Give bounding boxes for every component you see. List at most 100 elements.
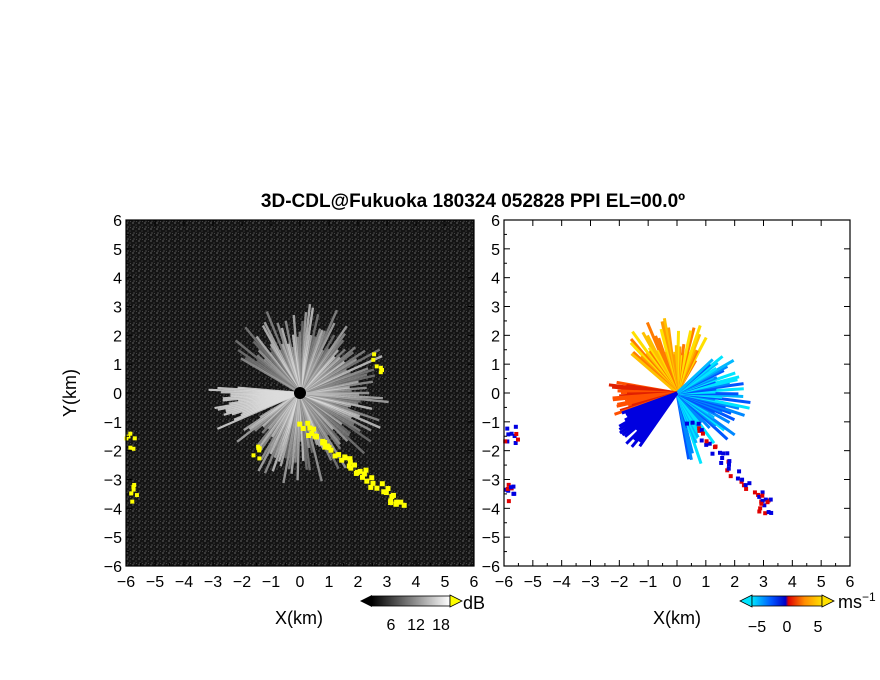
velocity-ray-sw [638, 392, 679, 448]
yellow-echo-cell [328, 447, 334, 453]
velocity-echo-cell [747, 481, 752, 486]
velocity-echo-cell [699, 428, 704, 433]
velocity-ray-cool [675, 358, 714, 395]
left-xlabel: X(km) [275, 608, 323, 628]
colorbar-db-tick: 18 [432, 617, 450, 634]
right-xlabel: X(km) [653, 608, 701, 628]
velocity-echo-cell [757, 494, 762, 499]
yellow-echo-cell [388, 500, 394, 506]
yellow-echo-cell [401, 502, 407, 508]
yellow-echo-cell [351, 462, 357, 468]
y-tick-label: −1 [482, 415, 500, 432]
yellow-echo-cell [311, 426, 317, 432]
x-tick-label: 1 [701, 574, 710, 591]
colorbar-velocity-tick: 0 [783, 619, 792, 636]
velocity-echo-cell [505, 486, 510, 491]
yellow-echo-cell [131, 446, 136, 451]
velocity-echo-cell [512, 491, 517, 496]
velocity-echo-cell [508, 485, 513, 490]
yellow-echo-cell [371, 357, 376, 362]
yellow-echo-cell [130, 499, 135, 504]
velocity-echo-cell [719, 460, 724, 465]
colorbar-velocity-unit: ms−1 [838, 590, 876, 612]
velocity-echo-cell [710, 451, 715, 456]
colorbar-db-bar [371, 595, 451, 607]
velocity-echo-cell [697, 428, 702, 433]
x-tick-label: −6 [117, 574, 135, 591]
velocity-echo-cell [752, 490, 757, 495]
y-tick-label: 4 [491, 271, 500, 288]
yellow-echo-cell [372, 352, 377, 357]
reflectivity-ray [299, 391, 360, 396]
yellow-echo-cell [332, 453, 338, 459]
y-tick-label: 2 [113, 328, 122, 345]
velocity-echo-cell [739, 479, 744, 484]
velocity-echo-cell [697, 426, 702, 431]
reflectivity-ray [240, 357, 301, 395]
x-tick-label: 0 [296, 574, 305, 591]
velocity-echo-cell [766, 510, 771, 515]
yellow-echo-cell [339, 457, 345, 463]
velocity-echo-cell [511, 484, 516, 489]
yellow-echo-cell [357, 468, 363, 474]
reflectivity-fan [208, 304, 389, 484]
x-tick-label: −3 [204, 574, 222, 591]
yellow-echo-cell [342, 454, 348, 460]
yellow-echo-cell [359, 474, 365, 480]
x-tick-label: 2 [354, 574, 363, 591]
colorbar-velocity: ms−1 −5 0 5 [739, 590, 876, 636]
velocity-echo-cell [513, 441, 518, 446]
yellow-echo-cell [309, 430, 315, 436]
yellow-echo-cell [390, 492, 396, 498]
velocity-echo-cell [704, 439, 709, 444]
left-ylabel: Y(km) [60, 369, 80, 417]
yellow-echo-cell [374, 485, 380, 491]
y-tick-label: 5 [113, 242, 122, 259]
y-tick-label: −6 [482, 559, 500, 576]
velocity-echo-cell [743, 483, 748, 488]
y-tick-label: 6 [113, 213, 122, 230]
velocity-echo-cell [765, 500, 770, 505]
colorbar-db-unit: dB [463, 593, 485, 613]
velocity-echo-cell [506, 499, 511, 504]
velocity-echo-cell [759, 501, 764, 506]
colorbar-velocity-tick: 5 [814, 619, 823, 636]
colorbar-db-tick: 6 [387, 617, 396, 634]
y-tick-label: 1 [113, 357, 122, 374]
x-tick-label: 5 [817, 574, 826, 591]
yellow-echo-cell [361, 471, 367, 477]
velocity-echo-cell [725, 451, 730, 456]
velocity-echoes [503, 420, 774, 516]
x-tick-label: 4 [412, 574, 421, 591]
x-tick-label: −4 [553, 574, 571, 591]
yellow-echo-cell [134, 493, 139, 498]
y-tick-label: −1 [104, 415, 122, 432]
x-tick-label: −3 [581, 574, 599, 591]
x-tick-label: 5 [441, 574, 450, 591]
x-tick-label: −5 [146, 574, 164, 591]
x-tick-label: 3 [383, 574, 392, 591]
x-tick-label: 2 [730, 574, 739, 591]
x-tick-label: −2 [610, 574, 628, 591]
velocity-echo-cell [515, 437, 520, 442]
yellow-echo-cell [336, 452, 342, 458]
colorbar-velocity-bar [751, 595, 823, 607]
velocity-echo-cell [757, 509, 762, 514]
velocity-echo-cell [720, 455, 725, 460]
yellow-echo-cell [313, 434, 319, 440]
yellow-echo-cell [368, 484, 374, 490]
yellow-echo-cell [307, 425, 313, 431]
yellow-echo-cell [305, 420, 311, 426]
x-tick-label: −1 [262, 574, 280, 591]
x-tick-label: 0 [673, 574, 682, 591]
yellow-echo-cell [306, 433, 312, 439]
velocity-echo-cell [696, 421, 701, 426]
yellow-echo-cell [398, 499, 404, 505]
yellow-echo-cell [347, 459, 353, 465]
velocity-echo-cell [700, 431, 705, 436]
velocity-echo-cell [760, 498, 765, 503]
velocity-echo-cell [505, 439, 510, 444]
radar-site [294, 387, 306, 399]
colorbar-velocity-tick: −5 [748, 619, 766, 636]
velocity-echo-cell [744, 486, 749, 491]
